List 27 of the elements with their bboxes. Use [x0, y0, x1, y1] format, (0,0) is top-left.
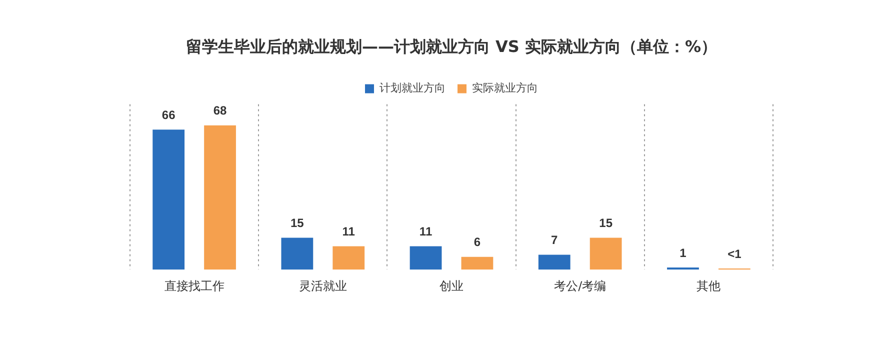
x-tick-label: 直接找工作 [164, 278, 224, 293]
bar [332, 246, 365, 270]
data-label: 7 [551, 233, 558, 248]
bar [281, 238, 314, 270]
x-tick-label: 考公/考编 [554, 278, 606, 293]
bar [590, 238, 622, 270]
legend-label: 计划就业方向 [380, 82, 446, 95]
bar [410, 246, 442, 270]
x-tick-label: 创业 [440, 278, 464, 293]
x-tick-label: 其他 [696, 278, 721, 293]
bar [152, 130, 185, 270]
bar [204, 125, 236, 270]
data-label: 6 [474, 235, 481, 250]
x-tick-label: 灵活就业 [298, 278, 347, 293]
data-label: 68 [213, 104, 228, 118]
data-label: 1 [680, 246, 687, 260]
bar [667, 267, 699, 270]
legend-label: 实际就业方向 [472, 82, 538, 95]
data-label: 11 [419, 224, 432, 239]
bar [461, 256, 494, 270]
chart-title: 留学生毕业后的就业规划——计划就业方向 VS 实际就业方向（单位：%） [186, 36, 718, 56]
data-label: 15 [599, 216, 613, 230]
data-label: 66 [162, 108, 176, 122]
data-label: 11 [342, 224, 356, 239]
data-label: <1 [728, 246, 742, 261]
bar [538, 254, 570, 270]
data-label: 15 [290, 216, 304, 230]
